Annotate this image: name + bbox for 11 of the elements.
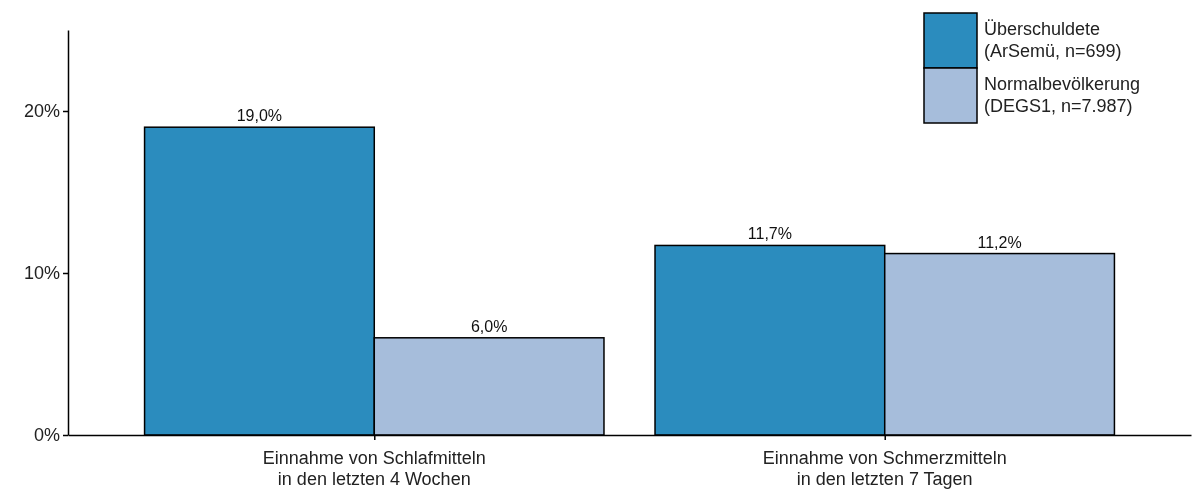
data-label: 11,2% bbox=[977, 233, 1022, 251]
y-tick-label: 0% bbox=[33, 425, 60, 446]
data-label: 6,0% bbox=[470, 317, 508, 335]
y-tick-label: 20% bbox=[23, 101, 60, 122]
data-label: 11,7% bbox=[747, 225, 792, 243]
text: Überschuldete (ArSemü, n=699) bbox=[984, 19, 1122, 61]
y-tick-label: 10% bbox=[23, 263, 60, 284]
x-tick-label: Einnahme von Schmerzmitteln in den letzten 7 Tagen bbox=[762, 448, 1007, 489]
data-label: 19,0% bbox=[236, 107, 283, 125]
x-tick-label: Einnahme von Schlafmitteln in den letzten 4 Wochen bbox=[262, 448, 486, 489]
text: Normalbevölkerung (DEGS1, n=7.987) bbox=[984, 74, 1141, 116]
